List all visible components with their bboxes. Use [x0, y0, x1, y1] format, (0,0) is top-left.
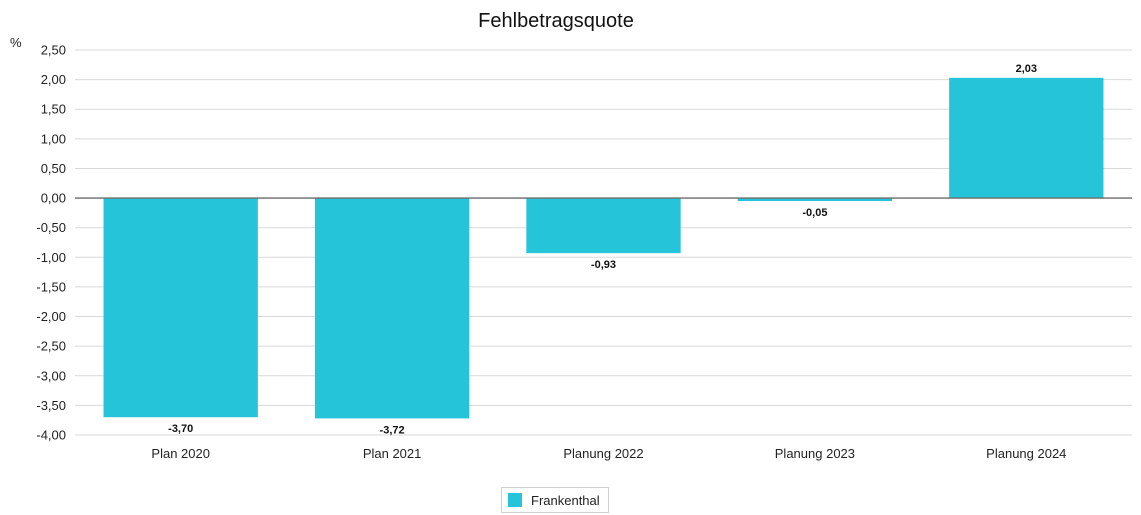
legend: Frankenthal: [501, 487, 609, 513]
bar-planung-2024: [949, 77, 1104, 199]
x-tick-label-plan-2021: Plan 2021: [363, 446, 422, 461]
y-axis-unit-label: %: [10, 35, 22, 50]
bar-chart: Fehlbetragsquote % 2,50 2,00 1,50 1,00 0,50 0…: [10, 10, 1132, 461]
x-axis-ticks: Plan 2020 Plan 2021 Planung 2022 Planung 20…: [151, 446, 1066, 461]
y-tick-label: 1,50: [41, 102, 66, 117]
y-tick-label: -3,00: [36, 368, 66, 383]
bar-plan-2020: [103, 198, 258, 418]
y-tick-label: -4,00: [36, 428, 66, 443]
y-tick-label: 0,50: [41, 161, 66, 176]
y-tick-label: 2,00: [41, 72, 66, 87]
y-tick-label: -3,50: [36, 398, 66, 413]
data-label-plan-2020: -3,70: [168, 423, 193, 435]
legend-swatch-frankenthal: [508, 493, 522, 507]
chart-title: Fehlbetragsquote: [478, 10, 634, 32]
y-tick-label: 1,00: [41, 131, 66, 146]
x-tick-label-planung-2023: Planung 2023: [775, 446, 855, 461]
data-label-planung-2022: -0,93: [591, 259, 616, 271]
bar-plan-2021: [314, 198, 470, 419]
data-label-planung-2023: -0,05: [802, 207, 827, 219]
x-tick-label-planung-2022: Planung 2022: [563, 446, 643, 461]
y-tick-label: -1,50: [36, 279, 66, 294]
x-tick-label-planung-2024: Planung 2024: [986, 446, 1066, 461]
y-tick-label: -0,50: [36, 220, 66, 235]
bars: [103, 77, 1104, 419]
data-label-plan-2021: -3,72: [380, 424, 405, 436]
bar-planung-2022: [526, 198, 681, 254]
y-tick-label: 2,50: [41, 43, 66, 58]
y-tick-label: -2,50: [36, 339, 66, 354]
x-tick-label-plan-2020: Plan 2020: [151, 446, 210, 461]
data-label-planung-2024: 2,03: [1016, 63, 1037, 75]
data-labels: -3,70 -3,72 -0,93 -0,05 2,03: [168, 63, 1037, 437]
y-tick-label: -1,00: [36, 250, 66, 265]
y-axis-ticks: 2,50 2,00 1,50 1,00 0,50 0,00 -0,50 -1,00 -1,50 -…: [36, 43, 66, 443]
y-tick-label: 0,00: [41, 191, 66, 206]
bar-planung-2023: [737, 198, 893, 202]
y-tick-label: -2,00: [36, 309, 66, 324]
legend-label-frankenthal: Frankenthal: [531, 492, 600, 508]
